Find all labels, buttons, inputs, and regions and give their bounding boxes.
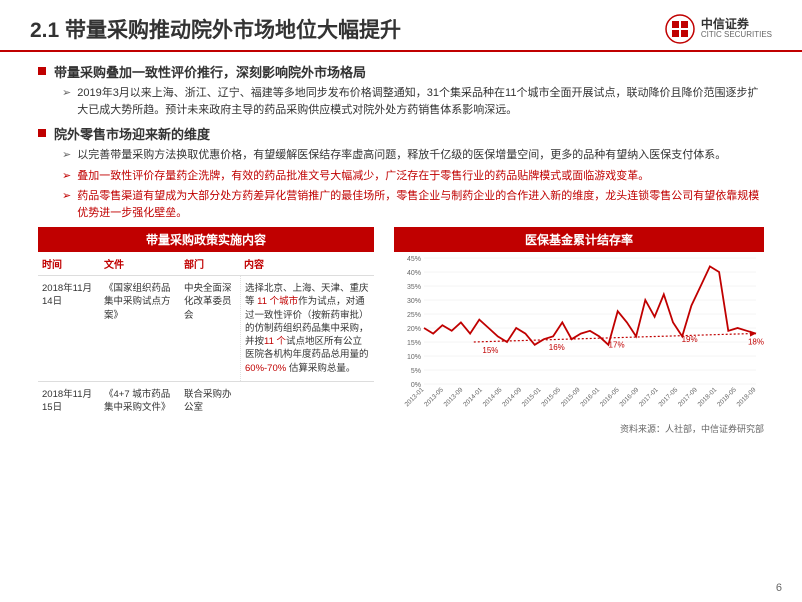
bullet-text: 叠加一致性评价存量药企洗牌，有效的药品批准文号大幅减少，广泛存在于零售行业的药品…	[77, 168, 649, 185]
svg-text:2015-01: 2015-01	[521, 386, 543, 408]
logo-icon	[665, 14, 695, 44]
chart-box: 医保基金累计结存率 0%5%10%15%20%25%30%35%40%45%20…	[394, 227, 764, 435]
page-number: 6	[776, 582, 782, 594]
svg-text:2013-05: 2013-05	[423, 386, 445, 408]
section-title: 带量采购叠加一致性评价推行，深刻影响院外市场格局	[54, 62, 366, 81]
cell-dept: 中央全面深化改革委员会	[180, 276, 240, 381]
th-content: 内容	[240, 252, 374, 275]
svg-text:2018-05: 2018-05	[716, 386, 738, 408]
svg-text:2017-09: 2017-09	[677, 386, 699, 408]
cell-content: 选择北京、上海、天津、重庆等 11 个城市作为试点，对通过一致性评价（按新药审批…	[240, 276, 374, 381]
cell-time: 2018年11月14日	[38, 276, 100, 381]
svg-text:20%: 20%	[407, 326, 421, 333]
table-header: 时间 文件 部门 内容	[38, 252, 374, 275]
svg-text:2014-01: 2014-01	[462, 386, 484, 408]
svg-text:5%: 5%	[411, 368, 421, 375]
company-logo: 中信证券 CITIC SECURITIES	[665, 14, 772, 44]
cell-file: 《国家组织药品集中采购试点方案》	[100, 276, 180, 381]
cell-dept: 联合采购办公室	[180, 382, 240, 421]
line-chart: 0%5%10%15%20%25%30%35%40%45%2013-012013-…	[394, 252, 764, 420]
chart-source: 资料来源：人社部，中信证券研究部	[394, 422, 764, 435]
th-file: 文件	[100, 252, 180, 275]
svg-text:35%: 35%	[407, 284, 421, 291]
svg-text:25%: 25%	[407, 312, 421, 319]
bullet-icon	[38, 67, 46, 75]
svg-text:15%: 15%	[482, 346, 498, 355]
th-dept: 部门	[180, 252, 240, 275]
svg-text:40%: 40%	[407, 270, 421, 277]
chart-title: 医保基金累计结存率	[394, 227, 764, 252]
svg-text:2018-09: 2018-09	[736, 386, 758, 408]
svg-text:16%: 16%	[549, 343, 565, 352]
svg-text:19%: 19%	[682, 335, 698, 344]
cell-file: 《4+7 城市药品集中采购文件》	[100, 382, 180, 421]
table-title: 带量采购政策实施内容	[38, 227, 374, 252]
cell-time: 2018年11月15日	[38, 382, 100, 421]
svg-text:2018-01: 2018-01	[697, 386, 719, 408]
arrow-icon: ➢	[62, 86, 71, 118]
svg-text:2015-09: 2015-09	[560, 386, 582, 408]
bullet-text: 以完善带量采购方法换取优惠价格，有望缓解医保结存率虚高问题，释放千亿级的医保增量…	[77, 147, 726, 164]
svg-text:2016-05: 2016-05	[599, 386, 621, 408]
arrow-icon: ➢	[62, 148, 71, 164]
table-row: 2018年11月15日《4+7 城市药品集中采购文件》联合采购办公室	[38, 381, 374, 421]
svg-text:2017-01: 2017-01	[638, 386, 660, 408]
svg-text:17%: 17%	[609, 340, 625, 349]
svg-text:2014-09: 2014-09	[501, 386, 523, 408]
table-row: 2018年11月14日《国家组织药品集中采购试点方案》中央全面深化改革委员会选择…	[38, 275, 374, 381]
arrow-icon: ➢	[62, 189, 71, 221]
svg-text:2013-01: 2013-01	[404, 386, 426, 408]
bullet-text: 药品零售渠道有望成为大部分处方药差异化营销推广的最佳场所，零售企业与制药企业的合…	[77, 188, 764, 221]
svg-text:2017-05: 2017-05	[657, 386, 679, 408]
svg-text:2014-05: 2014-05	[482, 386, 504, 408]
svg-text:15%: 15%	[407, 340, 421, 347]
svg-text:18%: 18%	[748, 338, 764, 347]
policy-table-box: 带量采购政策实施内容 时间 文件 部门 内容 2018年11月14日《国家组织药…	[38, 227, 374, 435]
svg-text:10%: 10%	[407, 354, 421, 361]
svg-text:2016-09: 2016-09	[618, 386, 640, 408]
svg-text:30%: 30%	[407, 298, 421, 305]
svg-text:2015-05: 2015-05	[540, 386, 562, 408]
svg-text:45%: 45%	[407, 256, 421, 263]
bullet-icon	[38, 129, 46, 137]
bullet-text: 2019年3月以来上海、浙江、辽宁、福建等多地同步发布价格调整通知，31个集采品…	[77, 85, 764, 118]
logo-text-en: CITIC SECURITIES	[701, 31, 772, 40]
arrow-icon: ➢	[62, 169, 71, 185]
th-time: 时间	[38, 252, 100, 275]
svg-text:2016-01: 2016-01	[579, 386, 601, 408]
svg-text:2013-09: 2013-09	[443, 386, 465, 408]
page-title: 2.1 带量采购推动院外市场地位大幅提升	[30, 14, 401, 44]
section-title: 院外零售市场迎来新的维度	[54, 124, 210, 143]
